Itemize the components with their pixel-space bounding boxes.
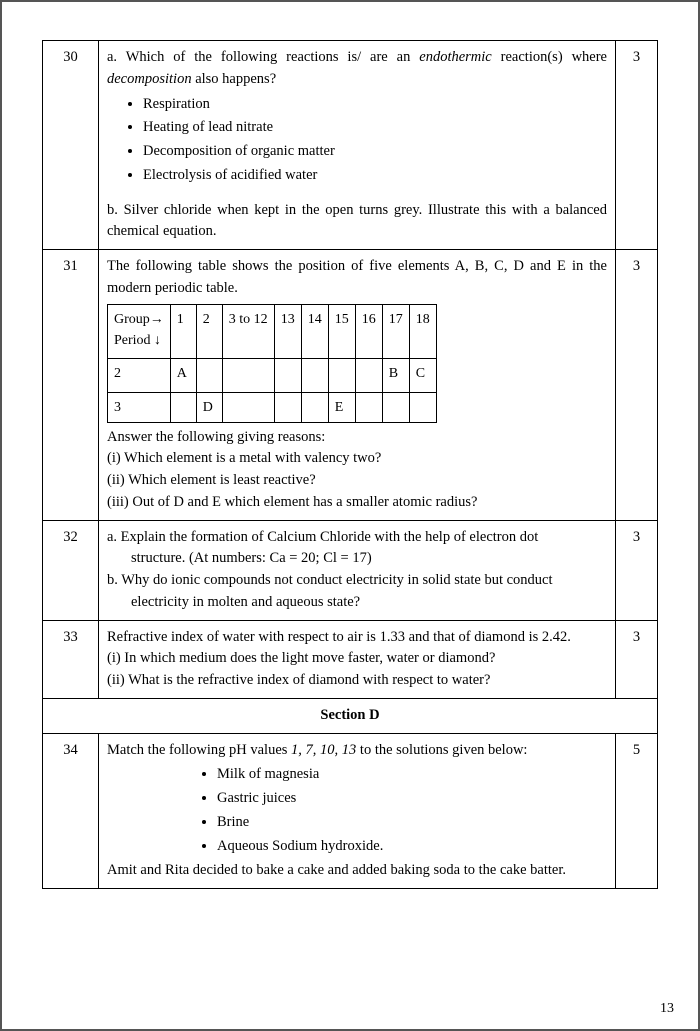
q32-body: a. Explain the formation of Calcium Chlo… <box>99 520 616 620</box>
list-item: Gastric juices <box>217 787 607 811</box>
cell <box>170 392 196 422</box>
q31-body: The following table shows the position o… <box>99 250 616 521</box>
list-item: Brine <box>217 811 607 835</box>
col-header: 17 <box>382 304 409 358</box>
list-item: Decomposition of organic matter <box>143 140 607 164</box>
q32-a-line1: a. Explain the formation of Calcium Chlo… <box>107 527 607 549</box>
q31-number: 31 <box>43 250 99 521</box>
col-header: 1 <box>170 304 196 358</box>
question-page: 30 a. Which of the following reactions i… <box>2 2 698 919</box>
cell <box>328 358 355 392</box>
col-header: 14 <box>301 304 328 358</box>
list-item: Respiration <box>143 93 607 117</box>
q30-part-b: b. Silver chloride when kept in the open… <box>107 200 607 244</box>
cell <box>355 358 382 392</box>
cell: D <box>196 392 222 422</box>
cell <box>301 358 328 392</box>
q31-i: (i) Which element is a metal with valenc… <box>107 448 607 470</box>
col-header: 3 to 12 <box>222 304 274 358</box>
question-33-row: 33 Refractive index of water with respec… <box>43 620 658 698</box>
q30-a-text1: a. Which of the following reactions is/ … <box>107 49 419 65</box>
q30-a-text3: also happens? <box>192 71 277 87</box>
q30-part-a: a. Which of the following reactions is/ … <box>107 47 607 91</box>
cell <box>274 392 301 422</box>
q30-marks: 3 <box>616 41 658 250</box>
period-arrow-label: Period ↓ <box>114 330 164 351</box>
section-d-header-row: Section D <box>43 698 658 733</box>
q34-intro: Match the following pH values 1, 7, 10, … <box>107 740 607 762</box>
q32-b-line1: b. Why do ionic compounds not conduct el… <box>107 570 607 592</box>
q34-after: Amit and Rita decided to bake a cake and… <box>107 860 607 882</box>
spacer <box>107 190 607 200</box>
cell: B <box>382 358 409 392</box>
q31-after: Answer the following giving reasons: <box>107 427 607 449</box>
question-31-row: 31 The following table shows the positio… <box>43 250 658 521</box>
q33-number: 33 <box>43 620 99 698</box>
q30-a-text2: reaction(s) where <box>492 49 607 65</box>
q32-a-line2: structure. (At numbers: Ca = 20; Cl = 17… <box>107 548 607 570</box>
list-item: Milk of magnesia <box>217 763 607 787</box>
table-row: Group→ Period ↓ 1 2 3 to 12 13 14 15 16 … <box>108 304 437 358</box>
periodic-position-table: Group→ Period ↓ 1 2 3 to 12 13 14 15 16 … <box>107 304 437 423</box>
col-header: 13 <box>274 304 301 358</box>
question-table: 30 a. Which of the following reactions i… <box>42 40 658 889</box>
q31-intro: The following table shows the position o… <box>107 256 607 300</box>
question-32-row: 32 a. Explain the formation of Calcium C… <box>43 520 658 620</box>
q32-number: 32 <box>43 520 99 620</box>
question-30-row: 30 a. Which of the following reactions i… <box>43 41 658 250</box>
q33-body: Refractive index of water with respect t… <box>99 620 616 698</box>
q30-bullet-list: Respiration Heating of lead nitrate Deco… <box>143 93 607 188</box>
q30-body: a. Which of the following reactions is/ … <box>99 41 616 250</box>
row-label: 2 <box>108 358 171 392</box>
q34-intro-a: Match the following pH values <box>107 742 291 758</box>
q31-iii: (iii) Out of D and E which element has a… <box>107 492 607 514</box>
list-item: Heating of lead nitrate <box>143 116 607 140</box>
cell <box>382 392 409 422</box>
list-item: Electrolysis of acidified water <box>143 164 607 188</box>
q34-intro-b: to the solutions given below: <box>356 742 527 758</box>
cell <box>222 358 274 392</box>
q33-i: (i) In which medium does the light move … <box>107 648 607 670</box>
table-row: 2 A B C <box>108 358 437 392</box>
question-34-row: 34 Match the following pH values 1, 7, 1… <box>43 733 658 889</box>
q32-b-line2: electricity in molten and aqueous state? <box>107 592 607 614</box>
q31-marks: 3 <box>616 250 658 521</box>
cell <box>355 392 382 422</box>
q30-number: 30 <box>43 41 99 250</box>
table-header-cell: Group→ Period ↓ <box>108 304 171 358</box>
cell <box>301 392 328 422</box>
q33-marks: 3 <box>616 620 658 698</box>
q33-ii: (ii) What is the refractive index of dia… <box>107 670 607 692</box>
q32-marks: 3 <box>616 520 658 620</box>
cell <box>409 392 436 422</box>
q30-a-em1: endothermic <box>419 49 491 65</box>
q34-number: 34 <box>43 733 99 889</box>
q34-marks: 5 <box>616 733 658 889</box>
cell: C <box>409 358 436 392</box>
q30-a-em2: decomposition <box>107 71 192 87</box>
table-row: 3 D E <box>108 392 437 422</box>
cell <box>196 358 222 392</box>
page-number: 13 <box>660 1001 674 1017</box>
cell: E <box>328 392 355 422</box>
q34-intro-em: 1, 7, 10, 13 <box>291 742 356 758</box>
cell <box>274 358 301 392</box>
q33-p1: Refractive index of water with respect t… <box>107 627 607 649</box>
q31-ii: (ii) Which element is least reactive? <box>107 470 607 492</box>
cell: A <box>170 358 196 392</box>
col-header: 18 <box>409 304 436 358</box>
cell <box>222 392 274 422</box>
group-arrow-label: Group→ <box>114 309 164 330</box>
col-header: 16 <box>355 304 382 358</box>
q34-bullet-list: Milk of magnesia Gastric juices Brine Aq… <box>217 763 607 858</box>
list-item: Aqueous Sodium hydroxide. <box>217 835 607 859</box>
row-label: 3 <box>108 392 171 422</box>
q34-body: Match the following pH values 1, 7, 10, … <box>99 733 616 889</box>
col-header: 15 <box>328 304 355 358</box>
section-d-label: Section D <box>43 698 658 733</box>
col-header: 2 <box>196 304 222 358</box>
